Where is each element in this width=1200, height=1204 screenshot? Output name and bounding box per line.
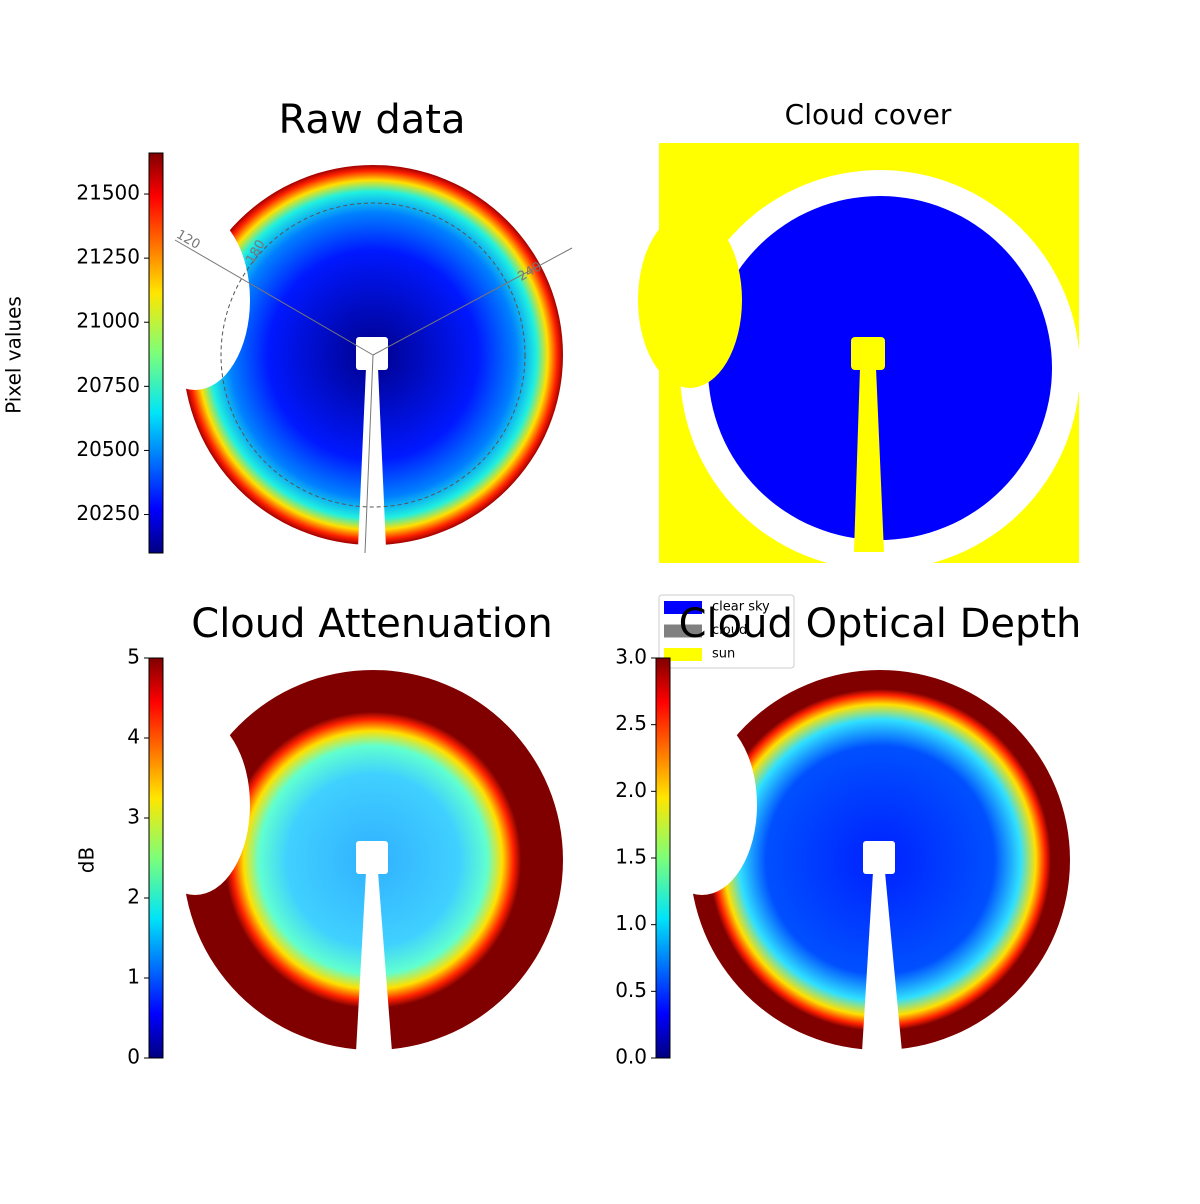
panel-title: Cloud cover bbox=[785, 98, 952, 131]
mask bbox=[862, 872, 902, 1052]
colorbar-tick-label: 5 bbox=[127, 645, 140, 669]
panel-title: Cloud Optical Depth bbox=[679, 601, 1082, 647]
panel-title: Cloud Attenuation bbox=[191, 601, 552, 647]
colorbar-tick-label: 2.0 bbox=[615, 778, 647, 802]
colorbar-tick-label: 3 bbox=[127, 805, 140, 829]
colorbar bbox=[148, 152, 164, 554]
mask bbox=[356, 841, 388, 874]
mask bbox=[647, 715, 757, 895]
panel-title: Raw data bbox=[279, 97, 466, 143]
legend: clear sky cloud sun bbox=[658, 594, 795, 669]
mask bbox=[863, 841, 895, 874]
sun-region bbox=[854, 368, 884, 552]
legend-label: sun bbox=[712, 647, 735, 662]
sun-region bbox=[638, 212, 742, 388]
mask bbox=[356, 872, 392, 1052]
polar-spoke bbox=[372, 247, 573, 356]
colorbar-tick-label: 1.5 bbox=[615, 845, 647, 869]
sun-region bbox=[851, 337, 885, 370]
polar-spoke bbox=[174, 239, 374, 356]
colorbar-tick-label: 1.0 bbox=[615, 911, 647, 935]
colorbar-tick-label: 0.5 bbox=[615, 978, 647, 1002]
colorbar-tick-label: 21000 bbox=[76, 309, 140, 333]
legend-swatch bbox=[664, 624, 702, 638]
colorbar-tick-label: 20500 bbox=[76, 437, 140, 461]
colorbar-tick-label: 1 bbox=[127, 965, 140, 989]
mask bbox=[140, 715, 250, 895]
legend-swatch bbox=[664, 601, 702, 614]
colorbar-tick-label: 2 bbox=[127, 885, 140, 909]
colorbar-tick-label: 4 bbox=[127, 725, 140, 749]
legend-label: cloud bbox=[712, 623, 747, 638]
colorbar-tick-label: 3.0 bbox=[615, 645, 647, 669]
mask bbox=[358, 368, 386, 548]
colorbar-tick-label: 2.5 bbox=[615, 711, 647, 735]
colorbar-label: Pixel values bbox=[2, 296, 26, 414]
mask bbox=[356, 337, 388, 370]
colorbar-tick-label: 21500 bbox=[76, 181, 140, 205]
legend-swatch bbox=[664, 648, 702, 661]
colorbar-tick-label: 0.0 bbox=[615, 1045, 647, 1069]
colorbar-tick-label: 21250 bbox=[76, 245, 140, 269]
colorbar-label: dB bbox=[75, 847, 99, 873]
polar-spoke bbox=[364, 354, 374, 554]
legend-label: clear sky bbox=[712, 600, 770, 615]
colorbar bbox=[148, 657, 164, 1059]
colorbar-tick-label: 20250 bbox=[76, 501, 140, 525]
colorbar bbox=[655, 657, 671, 1059]
colorbar-tick-label: 0 bbox=[127, 1045, 140, 1069]
mask bbox=[140, 210, 250, 390]
colorbar-tick-label: 20750 bbox=[76, 373, 140, 397]
polar-ring bbox=[220, 202, 526, 508]
